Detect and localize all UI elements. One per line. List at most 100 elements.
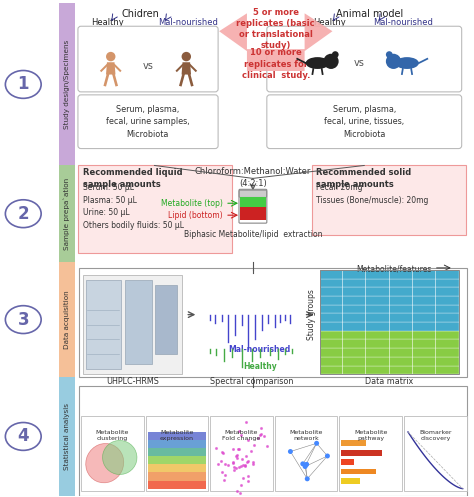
Bar xyxy=(210,416,273,491)
Bar xyxy=(59,262,75,377)
Text: Recommended solid
sample amounts: Recommended solid sample amounts xyxy=(316,168,411,188)
Text: Animal model: Animal model xyxy=(336,9,403,19)
Text: Healthy: Healthy xyxy=(91,18,124,27)
Ellipse shape xyxy=(5,71,41,98)
FancyBboxPatch shape xyxy=(239,190,267,197)
Text: Metabolite
Fold change: Metabolite Fold change xyxy=(222,430,261,441)
Bar xyxy=(341,440,366,446)
Bar xyxy=(86,280,121,369)
Point xyxy=(254,434,262,442)
Circle shape xyxy=(386,54,401,69)
Text: 5 or more
replicates (basic
or translational
study): 5 or more replicates (basic or translati… xyxy=(237,8,315,50)
Text: Data matrix: Data matrix xyxy=(365,377,413,386)
Point xyxy=(218,457,225,465)
Bar xyxy=(319,366,459,374)
Point xyxy=(221,460,229,468)
FancyBboxPatch shape xyxy=(78,26,218,92)
Text: Metabolite/features: Metabolite/features xyxy=(356,265,432,274)
Point xyxy=(244,457,252,465)
Point xyxy=(237,481,245,489)
Bar xyxy=(319,287,459,296)
Bar xyxy=(59,3,75,166)
Circle shape xyxy=(302,464,308,469)
Point xyxy=(234,445,242,453)
Text: 3: 3 xyxy=(18,311,29,329)
Point xyxy=(244,472,251,480)
Bar xyxy=(341,459,354,465)
Point xyxy=(219,468,226,476)
Ellipse shape xyxy=(5,422,41,450)
Text: Metabolite
expression: Metabolite expression xyxy=(160,430,194,441)
Text: Biomarker
discovery: Biomarker discovery xyxy=(419,430,452,441)
Bar xyxy=(81,416,144,491)
Text: Biphasic Metabolite/lipid  extraction: Biphasic Metabolite/lipid extraction xyxy=(183,230,322,239)
Bar xyxy=(319,314,459,322)
Point xyxy=(238,455,246,463)
Circle shape xyxy=(305,476,310,481)
Bar xyxy=(319,270,459,374)
Text: UHPLC-HRMS: UHPLC-HRMS xyxy=(106,377,159,386)
Bar xyxy=(79,268,466,377)
Point xyxy=(241,462,248,470)
Ellipse shape xyxy=(5,306,41,333)
Bar xyxy=(319,322,459,331)
Bar xyxy=(147,448,206,456)
Text: Spectral comparison: Spectral comparison xyxy=(210,377,293,386)
FancyBboxPatch shape xyxy=(267,95,462,149)
Bar xyxy=(319,357,459,366)
Text: Mal-nourished: Mal-nourished xyxy=(158,18,219,27)
Text: Healthy: Healthy xyxy=(243,362,277,371)
Bar xyxy=(311,166,465,235)
Point xyxy=(233,451,241,459)
Bar xyxy=(147,481,206,489)
Circle shape xyxy=(332,51,338,58)
Text: vs: vs xyxy=(354,58,365,68)
Bar xyxy=(83,275,182,374)
Point xyxy=(257,424,264,432)
Bar xyxy=(59,166,75,262)
Text: Serum, plasma,
fecal, urine samples,
Microbiota: Serum, plasma, fecal, urine samples, Mic… xyxy=(106,105,189,139)
Bar xyxy=(147,440,206,448)
Circle shape xyxy=(288,449,293,454)
Point xyxy=(212,444,219,452)
Circle shape xyxy=(304,462,309,467)
Circle shape xyxy=(323,54,338,69)
Text: Study groups: Study groups xyxy=(307,289,316,340)
Point xyxy=(230,466,238,474)
Circle shape xyxy=(106,52,116,61)
FancyBboxPatch shape xyxy=(267,26,462,92)
Circle shape xyxy=(386,51,392,58)
Point xyxy=(263,441,271,449)
Point xyxy=(233,454,241,462)
Circle shape xyxy=(314,441,319,446)
Point xyxy=(243,458,251,466)
Bar xyxy=(341,469,376,475)
Text: Serum: 50 μL
Plasma: 50 μL
Urine: 50 μL
Others bodily fluids: 50 μL: Serum: 50 μL Plasma: 50 μL Urine: 50 μL … xyxy=(83,183,184,230)
Point xyxy=(244,477,252,485)
Polygon shape xyxy=(106,62,116,75)
Text: Metabolite
clustering: Metabolite clustering xyxy=(96,430,129,441)
Point xyxy=(237,462,245,470)
Bar xyxy=(319,296,459,305)
Circle shape xyxy=(301,461,305,466)
Bar xyxy=(147,432,206,440)
Point xyxy=(224,461,232,469)
Point xyxy=(257,430,265,438)
Bar xyxy=(147,473,206,481)
Ellipse shape xyxy=(395,57,419,69)
Bar xyxy=(341,450,382,456)
Point xyxy=(233,487,241,495)
Point xyxy=(239,474,246,482)
Point xyxy=(231,463,238,471)
Point xyxy=(219,449,227,457)
Bar xyxy=(155,285,177,354)
Point xyxy=(249,458,257,466)
Bar xyxy=(240,197,266,207)
Text: Recommended liquid
sample amounts: Recommended liquid sample amounts xyxy=(83,168,182,188)
Point xyxy=(249,460,257,468)
Text: Metabolite (top): Metabolite (top) xyxy=(161,199,223,208)
Point xyxy=(232,452,240,460)
Text: Healthy: Healthy xyxy=(313,18,346,27)
Text: vs: vs xyxy=(143,61,154,71)
Point xyxy=(241,461,248,469)
